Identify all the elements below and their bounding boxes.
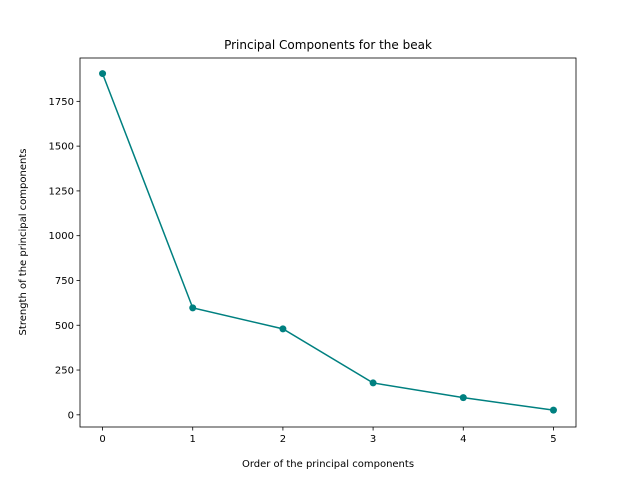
x-tick-label: 4 xyxy=(460,434,466,445)
data-point xyxy=(459,394,467,402)
data-point xyxy=(99,70,107,78)
y-tick-label: 1250 xyxy=(49,186,74,197)
y-tick-label: 1500 xyxy=(49,142,74,153)
plot-frame xyxy=(79,57,577,428)
data-point xyxy=(279,325,287,333)
x-tick-label: 1 xyxy=(190,434,196,445)
y-tick-label: 500 xyxy=(55,321,74,332)
y-tick-label: 250 xyxy=(55,366,74,377)
series-line xyxy=(101,73,554,411)
x-tick-label: 3 xyxy=(370,434,376,445)
y-tick-label: 1000 xyxy=(49,231,74,242)
x-axis-label: Order of the principal components xyxy=(242,459,414,470)
x-tick-label: 0 xyxy=(99,434,105,445)
chart-title: Principal Components for the beak xyxy=(224,38,432,52)
x-tick-label: 2 xyxy=(280,434,286,445)
y-tick-label: 1750 xyxy=(49,97,74,108)
data-point xyxy=(369,379,377,387)
data-point xyxy=(549,406,557,414)
y-axis-label: Strength of the principal components xyxy=(18,149,29,336)
x-tick-label: 5 xyxy=(550,434,556,445)
y-tick-label: 0 xyxy=(68,410,74,421)
y-tick-label: 750 xyxy=(55,276,74,287)
plot-area: 0 1 2 3 4 5 0 250 500 750 1000 1250 1500 1750 xyxy=(49,57,577,445)
data-point xyxy=(189,304,197,312)
